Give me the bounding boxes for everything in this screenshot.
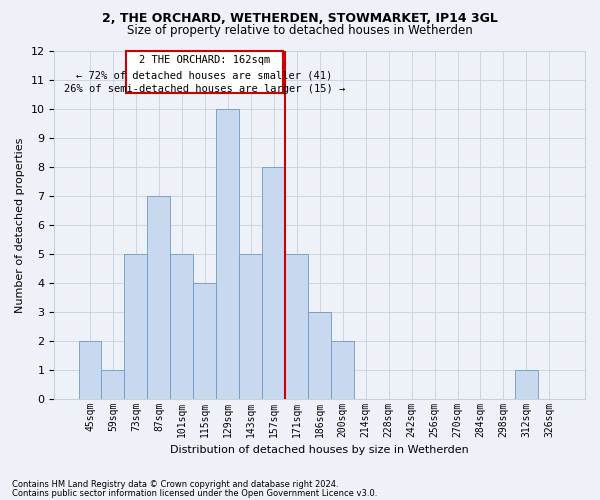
Text: Size of property relative to detached houses in Wetherden: Size of property relative to detached ho… bbox=[127, 24, 473, 37]
Text: 2 THE ORCHARD: 162sqm: 2 THE ORCHARD: 162sqm bbox=[139, 54, 270, 64]
Bar bbox=[125, 51, 283, 94]
Y-axis label: Number of detached properties: Number of detached properties bbox=[15, 138, 25, 313]
Bar bbox=[262, 167, 285, 398]
Bar bbox=[193, 283, 217, 399]
Bar bbox=[239, 254, 262, 398]
Bar bbox=[79, 341, 101, 398]
Bar bbox=[331, 341, 354, 398]
X-axis label: Distribution of detached houses by size in Wetherden: Distribution of detached houses by size … bbox=[170, 445, 469, 455]
Bar bbox=[515, 370, 538, 398]
Text: Contains HM Land Registry data © Crown copyright and database right 2024.: Contains HM Land Registry data © Crown c… bbox=[12, 480, 338, 489]
Bar bbox=[124, 254, 148, 398]
Bar bbox=[308, 312, 331, 398]
Bar bbox=[285, 254, 308, 398]
Bar bbox=[101, 370, 124, 398]
Bar bbox=[170, 254, 193, 398]
Text: ← 72% of detached houses are smaller (41): ← 72% of detached houses are smaller (41… bbox=[76, 70, 332, 80]
Text: 2, THE ORCHARD, WETHERDEN, STOWMARKET, IP14 3GL: 2, THE ORCHARD, WETHERDEN, STOWMARKET, I… bbox=[102, 12, 498, 26]
Bar bbox=[217, 110, 239, 399]
Text: 26% of semi-detached houses are larger (15) →: 26% of semi-detached houses are larger (… bbox=[64, 84, 345, 94]
Text: Contains public sector information licensed under the Open Government Licence v3: Contains public sector information licen… bbox=[12, 489, 377, 498]
Bar bbox=[148, 196, 170, 398]
